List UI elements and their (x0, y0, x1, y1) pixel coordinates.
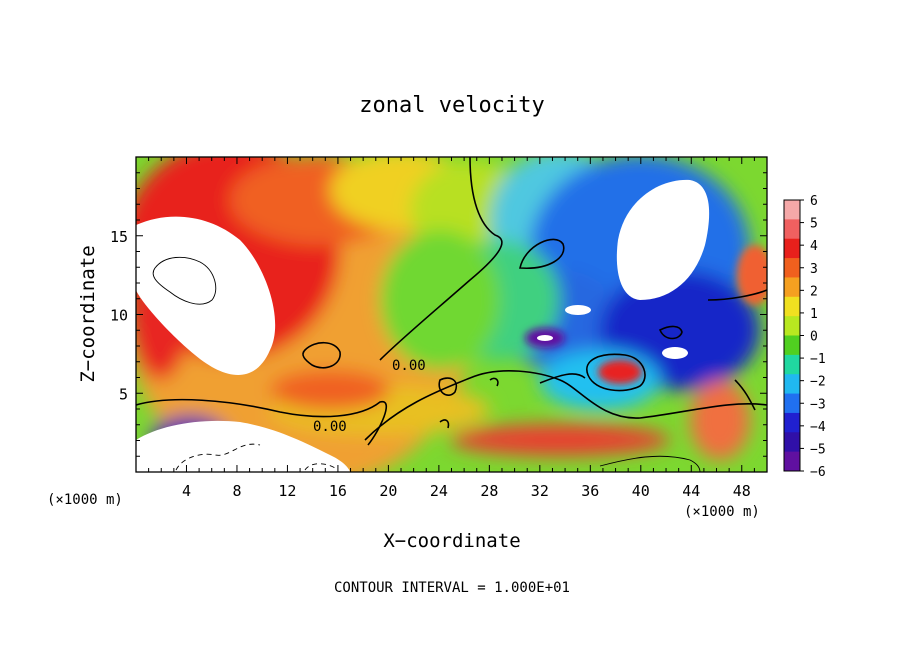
x-unit-right: (×1000 m) (684, 504, 760, 520)
x-tick-label: 12 (278, 482, 296, 500)
colorbar-tick-label: 3 (810, 262, 818, 277)
colorbar-tick-label: −3 (810, 397, 826, 412)
y-axis-label: Z−coordinate (77, 245, 99, 382)
contour-label: 0.00 (392, 358, 426, 374)
colorbar-swatch (784, 374, 800, 395)
y-tick-label: 10 (110, 307, 128, 325)
contour-interval: CONTOUR INTERVAL = 1.000E+01 (334, 580, 570, 596)
colorbar-tick-label: 5 (810, 217, 818, 232)
colorbar-tick-label: −1 (810, 352, 826, 367)
x-unit-left: (×1000 m) (47, 492, 123, 508)
x-axis-label: X−coordinate (383, 530, 520, 552)
x-tick-label: 4 (182, 482, 191, 500)
colorbar-swatch (784, 432, 800, 453)
colorbar-swatch (784, 219, 800, 240)
colorbar-swatch (784, 412, 800, 433)
x-tick-label: 32 (531, 482, 549, 500)
colorbar-tick-label: 1 (810, 307, 818, 322)
colorbar-swatch (784, 258, 800, 278)
colorbar-tick-label: −4 (810, 420, 826, 435)
y-tick-label: 5 (119, 385, 128, 403)
y-tick-label: 15 (110, 228, 128, 246)
colorbar-swatch (784, 451, 800, 472)
colorbar-ticks: 6 5 4 3 2 1 0 −1 −2 −3 −4 −5 −6 (800, 194, 826, 480)
colorbar-swatch (784, 354, 800, 375)
colorbar-tick-label: 6 (810, 194, 818, 209)
colorbar-swatch (784, 238, 800, 259)
x-tick-label: 24 (430, 482, 448, 500)
x-tick-label: 36 (581, 482, 599, 500)
x-tick-label: 20 (379, 482, 397, 500)
colorbar (784, 200, 800, 472)
colorbar-swatch (784, 335, 800, 356)
chart-title: zonal velocity (359, 93, 544, 118)
colorbar-tick-label: 4 (810, 239, 818, 254)
contour-label: 0.00 (313, 419, 347, 435)
colorbar-tick-label: −2 (810, 375, 826, 390)
colorbar-tick-label: 2 (810, 284, 818, 299)
colorbar-swatch (784, 393, 800, 414)
x-tick-label: 44 (682, 482, 700, 500)
x-tick-label: 48 (733, 482, 751, 500)
x-tick-label: 8 (232, 482, 241, 500)
heatmap-field (136, 157, 767, 472)
y-axis-ticks: 5 10 15 (110, 172, 767, 457)
x-tick-label: 40 (632, 482, 650, 500)
colorbar-swatch (784, 296, 800, 317)
colorbar-swatch (784, 316, 800, 336)
colorbar-swatch (784, 277, 800, 298)
colorbar-tick-label: 0 (810, 330, 818, 345)
x-tick-label: 28 (480, 482, 498, 500)
colorbar-swatch (784, 200, 800, 220)
x-axis-ticks: 4 8 12 16 20 24 28 32 36 40 44 48 (148, 157, 755, 500)
x-tick-label: 16 (329, 482, 347, 500)
colorbar-tick-label: −5 (810, 442, 826, 457)
colorbar-tick-label: −6 (810, 465, 826, 480)
